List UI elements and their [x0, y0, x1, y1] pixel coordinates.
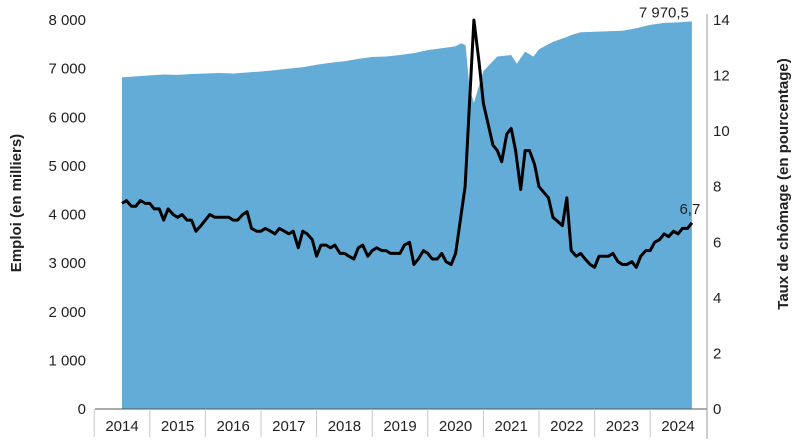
x-tick-label: 2017	[272, 418, 305, 435]
x-tick-label: 2021	[495, 418, 528, 435]
left-tick-label: 2 000	[48, 304, 86, 321]
right-tick-label: 14	[713, 12, 730, 29]
right-tick-label: 12	[713, 68, 730, 85]
left-tick-label: 4 000	[48, 207, 86, 224]
employment-end-label: 7 970,5	[639, 4, 689, 21]
x-tick-label: 2019	[383, 418, 416, 435]
right-tick-label: 0	[713, 401, 721, 418]
right-axis-title: Taux de chômage (en pourcentage)	[775, 58, 792, 309]
right-tick-label: 2	[713, 345, 721, 362]
unemployment-line	[121, 18, 694, 269]
left-tick-label: 5 000	[48, 158, 86, 175]
x-tick-label: 2014	[105, 418, 138, 435]
unemployment-end-label: 6,7	[679, 201, 700, 218]
left-tick-label: 1 000	[48, 352, 86, 369]
left-tick-label: 8 000	[48, 12, 86, 29]
right-tick-label: 4	[713, 290, 721, 307]
x-tick-label: 2018	[328, 418, 361, 435]
x-tick-label: 2022	[550, 418, 583, 435]
employment-area	[122, 21, 692, 410]
x-tick-label: 2016	[217, 418, 250, 435]
right-tick-label: 8	[713, 179, 721, 196]
right-tick-label: 10	[713, 123, 730, 140]
x-tick-label: 2020	[439, 418, 472, 435]
left-tick-label: 3 000	[48, 255, 86, 272]
x-tick-label: 2023	[606, 418, 639, 435]
left-tick-label: 6 000	[48, 109, 86, 126]
right-tick-label: 6	[713, 234, 721, 251]
left-axis-title: Emploi (en milliers)	[8, 134, 25, 272]
x-tick-label: 2015	[161, 418, 194, 435]
left-tick-label: 7 000	[48, 61, 86, 78]
x-tick-label: 2024	[661, 418, 694, 435]
left-tick-label: 0	[78, 401, 86, 418]
